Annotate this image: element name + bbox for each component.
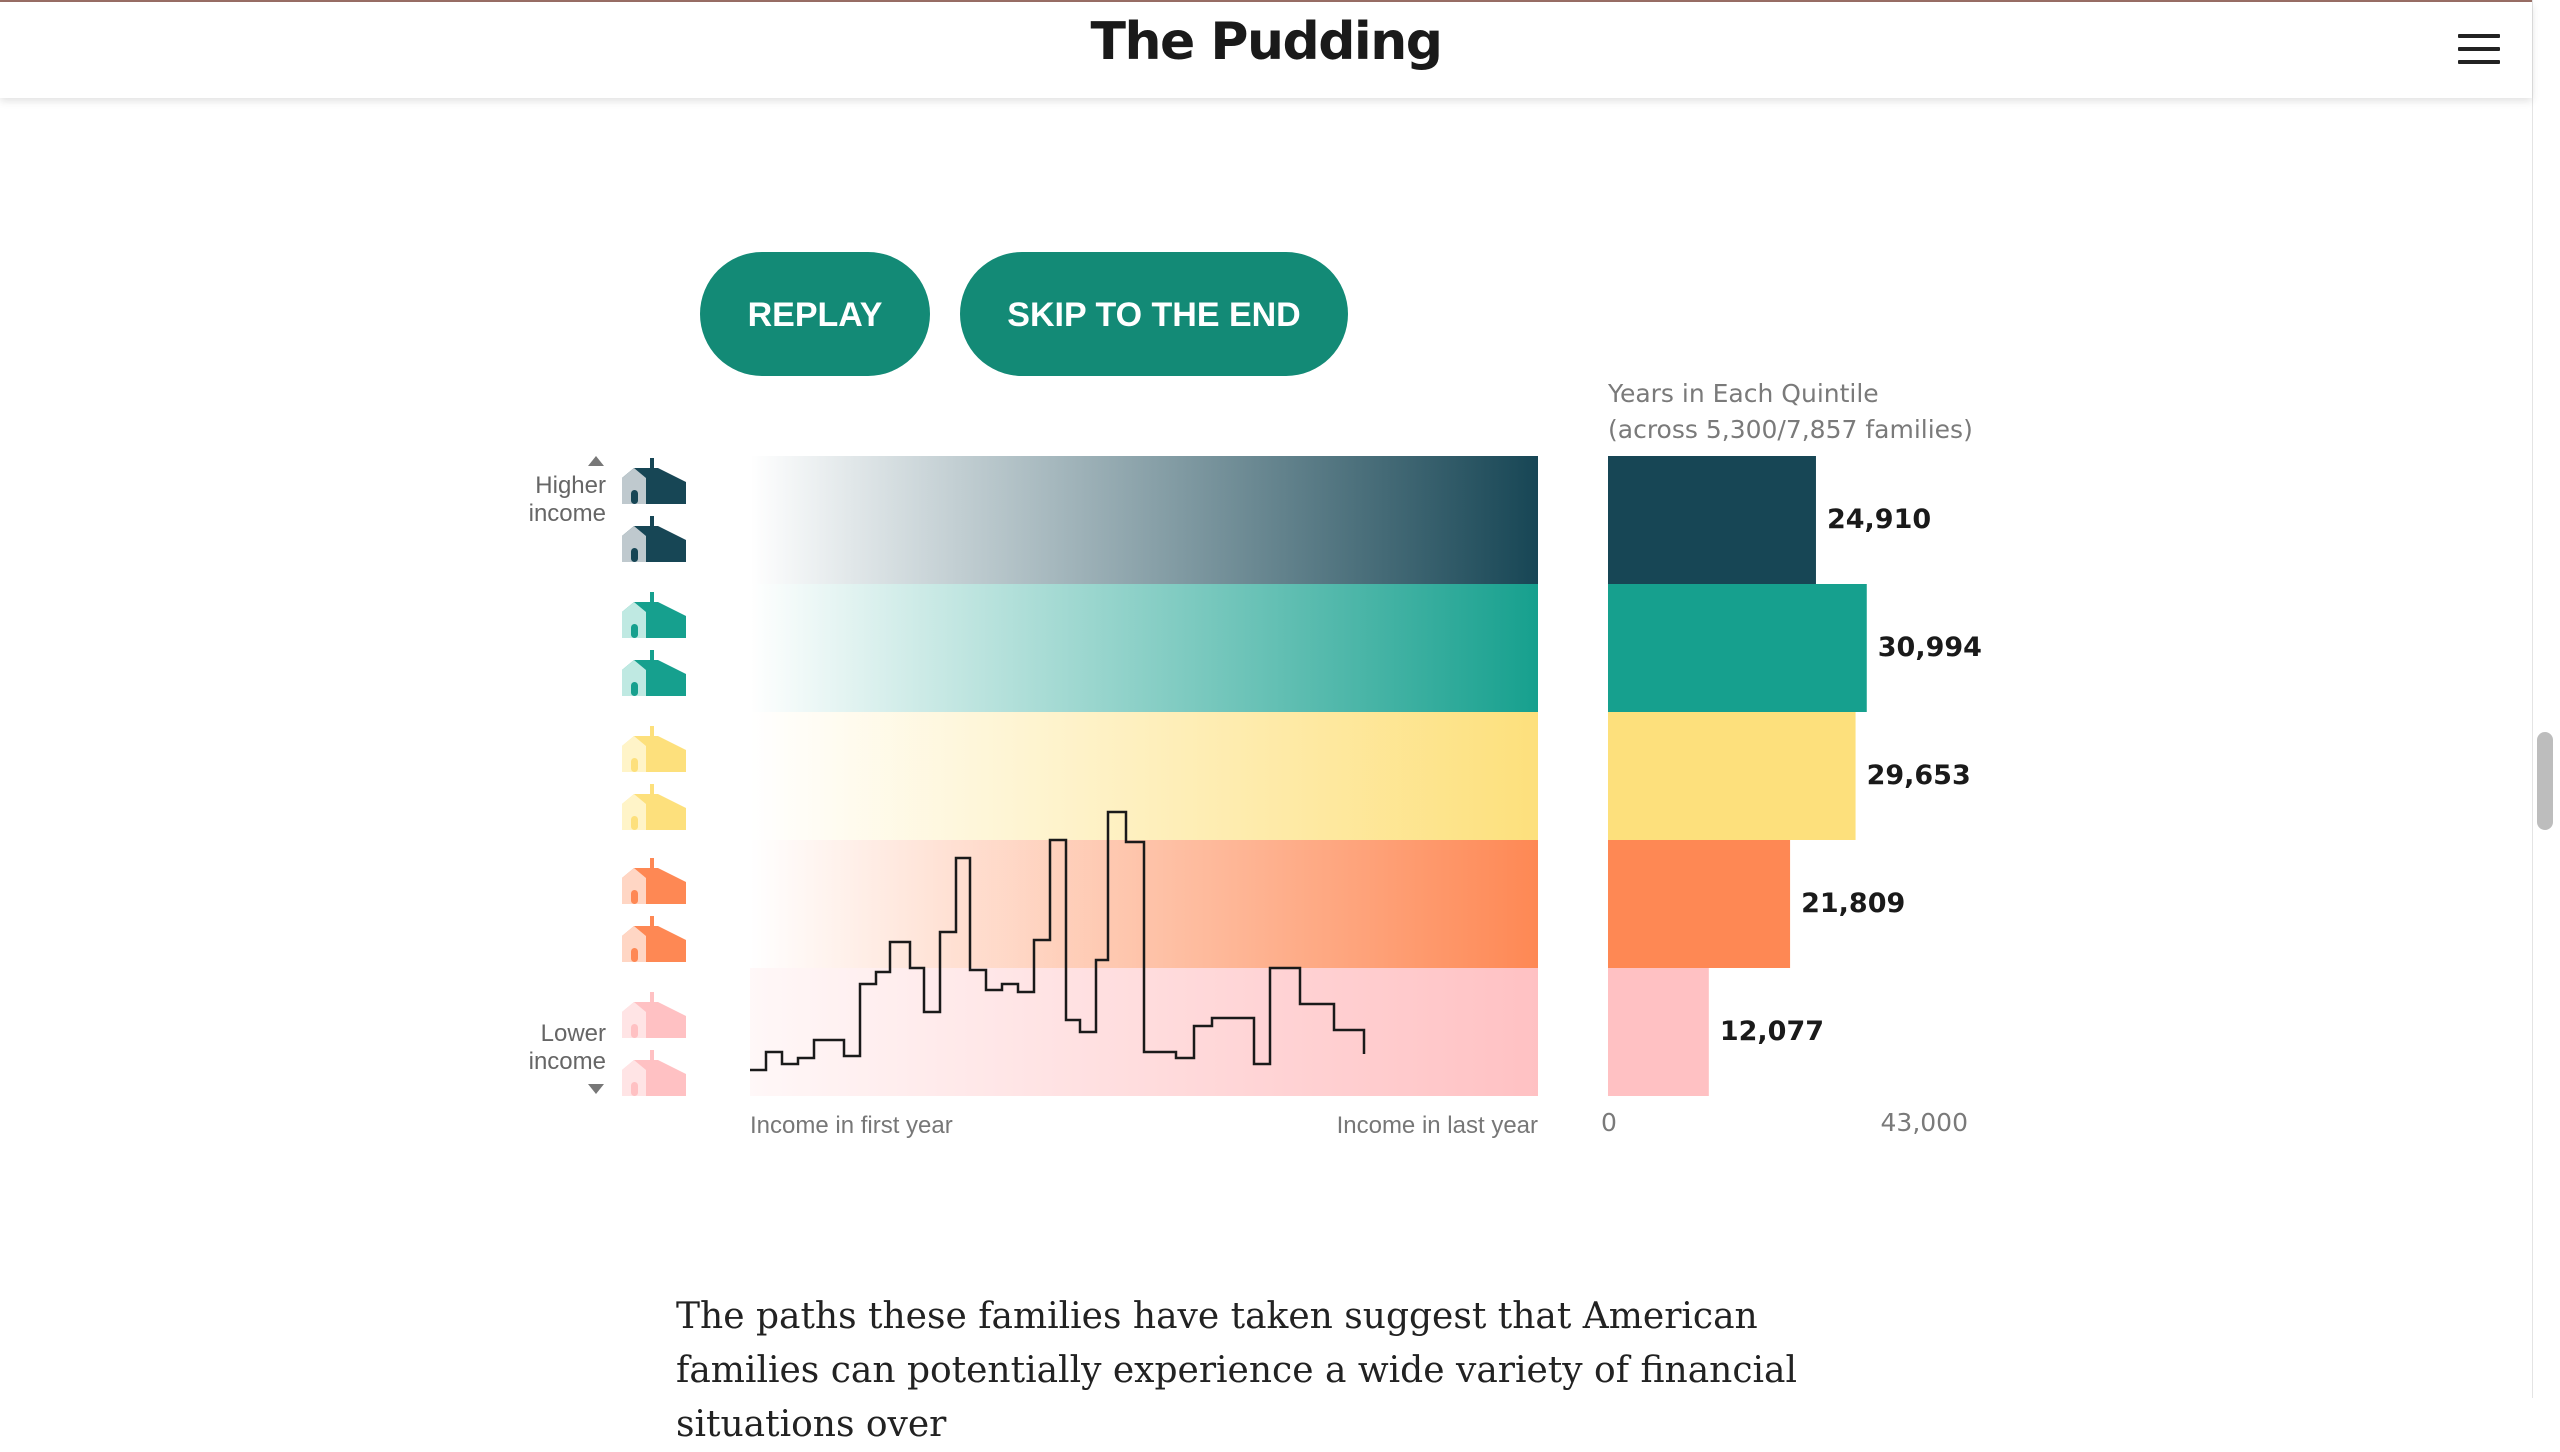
house-icon <box>622 992 686 1038</box>
house-icon <box>622 858 686 904</box>
quintile-bar-3 <box>1608 712 1856 840</box>
quintile-chart-title-line: Years in Each Quintile <box>1608 379 1879 408</box>
quintile-band-1 <box>750 456 1538 584</box>
bar-value-label: 30,994 <box>1877 632 1982 663</box>
quintile-bar-2 <box>1608 584 1867 712</box>
article-paragraph-text: The paths these families have taken sugg… <box>676 1296 1797 1445</box>
bar-value-label: 21,809 <box>1801 888 1906 919</box>
arrow-down-icon <box>588 1084 604 1094</box>
x-tick-min: 0 <box>1601 1108 1617 1137</box>
family-income-path <box>750 810 1366 1072</box>
scrollbar-track[interactable] <box>2532 0 2560 1398</box>
house-icon <box>622 516 686 562</box>
x-tick-max: 43,000 <box>1880 1108 1968 1137</box>
house-icon <box>622 650 686 696</box>
house-icon <box>622 592 686 638</box>
quintile-chart-subtitle: (across 5,300/7,857 families) <box>1608 415 1973 444</box>
scrollbar-thumb[interactable] <box>2537 732 2553 830</box>
lower-income-label: Lower income <box>528 1020 606 1075</box>
quintile-bar-1 <box>1608 456 1816 584</box>
quintile-bar-4 <box>1608 840 1791 968</box>
hamburger-menu-icon[interactable] <box>2458 32 2500 66</box>
skip-to-end-button[interactable]: SKIP TO THE END <box>960 252 1348 376</box>
quintile-band-2 <box>750 584 1538 712</box>
house-icon <box>622 726 686 772</box>
site-logo[interactable]: The Pudding <box>1090 12 1443 72</box>
quintile-band-3 <box>750 712 1538 840</box>
house-icon <box>622 916 686 962</box>
quintile-chart-title: Years in Each Quintile (across 5,300/7,8… <box>1608 376 1973 448</box>
house-icon <box>622 458 686 504</box>
bar-value-label: 24,910 <box>1826 504 1932 535</box>
quintile-bars <box>1608 456 1867 1096</box>
higher-income-label: Higher income <box>528 472 606 527</box>
bar-value-label: 12,077 <box>1719 1016 1825 1047</box>
replay-button[interactable]: REPLAY <box>700 252 930 376</box>
income-last-year-label: Income in last year <box>1336 1112 1538 1139</box>
income-first-year-label: Income in first year <box>750 1112 953 1139</box>
window-top-edge <box>0 0 2560 2</box>
bar-value-label: 29,653 <box>1866 760 1971 791</box>
house-icon <box>622 1050 686 1096</box>
quintile-bar-5 <box>1608 968 1709 1096</box>
article-paragraph: The paths these families have taken sugg… <box>676 1290 1876 1452</box>
income-quintile-chart <box>588 456 1867 1096</box>
arrow-up-icon <box>588 456 604 466</box>
site-header: The Pudding <box>0 2 2532 98</box>
house-icon <box>622 784 686 830</box>
